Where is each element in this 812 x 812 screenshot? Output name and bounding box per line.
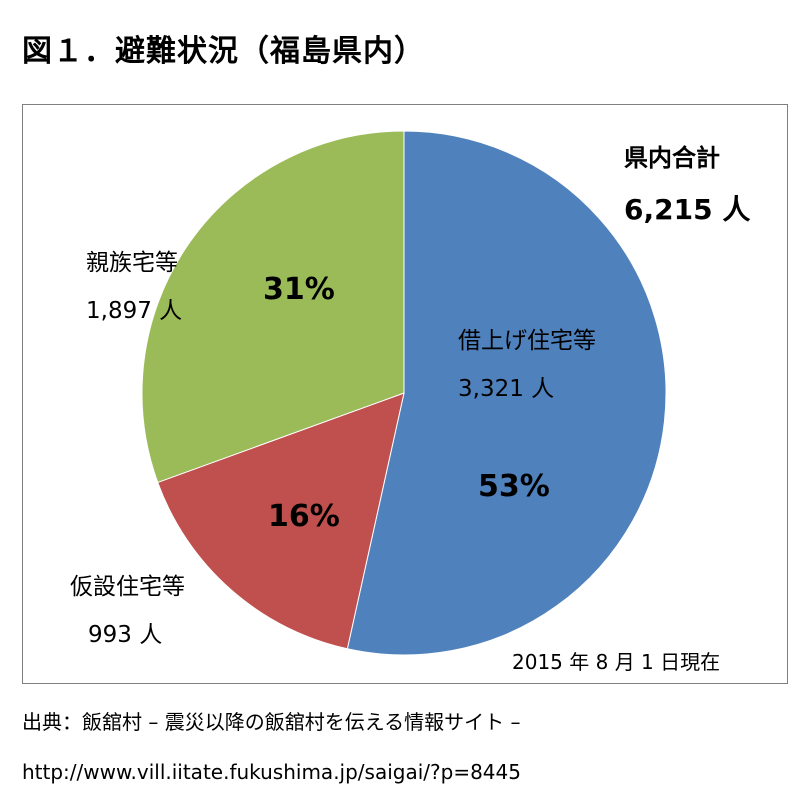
pie-slice-relatives-home bbox=[141, 130, 405, 484]
slice-value-temporary-housing: 993 人 bbox=[88, 622, 163, 648]
chart-title: 図１．避難状況（福島県内） bbox=[22, 34, 425, 69]
pie-slice-rented-housing bbox=[346, 130, 667, 656]
slice-label-temporary-housing: 仮設住宅等 bbox=[70, 574, 185, 600]
total-label: 県内合計 bbox=[624, 144, 720, 172]
source-citation: 出典：飯舘村 – 震災以降の飯舘村を伝える情報サイト – bbox=[22, 710, 521, 734]
date-note: 2015 年 8 月 1 日現在 bbox=[512, 650, 721, 674]
chart-frame bbox=[22, 104, 788, 684]
slice-percent-rented-housing: 53% bbox=[478, 469, 550, 504]
slice-label-rented-housing: 借上げ住宅等 bbox=[458, 328, 596, 354]
slice-label-relatives-home: 親族宅等 bbox=[86, 250, 178, 276]
total-value: 6,215 人 bbox=[624, 193, 751, 226]
slice-value-rented-housing: 3,321 人 bbox=[458, 376, 555, 402]
slice-value-relatives-home: 1,897 人 bbox=[86, 298, 183, 324]
pie-slice-temporary-housing bbox=[157, 392, 405, 650]
source-url: http://www.vill.iitate.fukushima.jp/saig… bbox=[22, 760, 521, 784]
slice-percent-temporary-housing: 16% bbox=[268, 499, 340, 534]
slice-percent-relatives-home: 31% bbox=[263, 272, 335, 307]
